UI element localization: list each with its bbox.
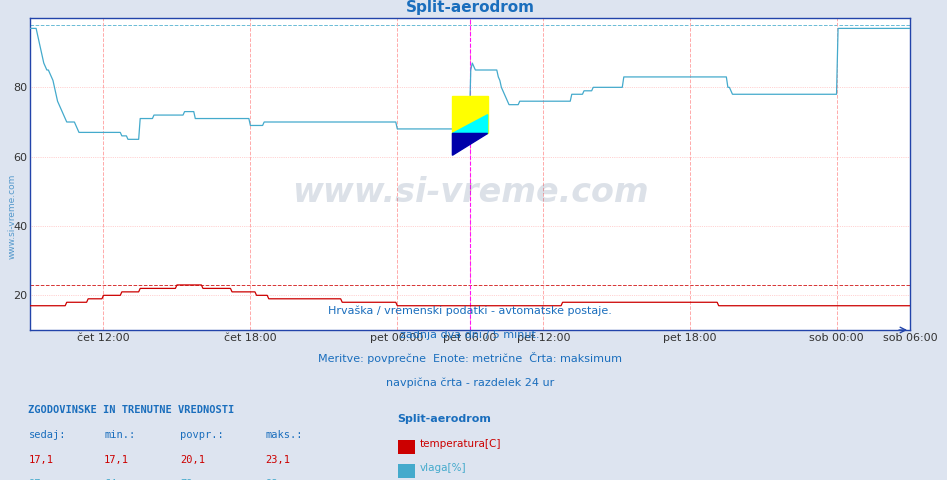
Text: 17,1: 17,1 (28, 455, 53, 465)
Title: Split-aerodrom: Split-aerodrom (405, 0, 534, 15)
Polygon shape (453, 133, 488, 155)
Text: www.si-vreme.com: www.si-vreme.com (292, 176, 649, 209)
Text: navpična črta - razdelek 24 ur: navpična črta - razdelek 24 ur (385, 378, 554, 388)
Text: 98: 98 (265, 479, 277, 480)
Text: min.:: min.: (104, 430, 135, 440)
Text: Hrvaška / vremenski podatki - avtomatske postaje.: Hrvaška / vremenski podatki - avtomatske… (328, 306, 612, 316)
Text: sedaj:: sedaj: (28, 430, 66, 440)
Text: www.si-vreme.com: www.si-vreme.com (8, 173, 17, 259)
Text: ZGODOVINSKE IN TRENUTNE VREDNOSTI: ZGODOVINSKE IN TRENUTNE VREDNOSTI (28, 405, 235, 415)
Bar (453, 96, 488, 133)
Text: 97: 97 (28, 479, 41, 480)
Text: 79: 79 (180, 479, 192, 480)
Text: temperatura[C]: temperatura[C] (420, 439, 501, 449)
Text: Meritve: povprečne  Enote: metrične  Črta: maksimum: Meritve: povprečne Enote: metrične Črta:… (318, 352, 622, 364)
Text: Split-aerodrom: Split-aerodrom (398, 414, 491, 424)
Text: 23,1: 23,1 (265, 455, 290, 465)
Polygon shape (453, 115, 488, 133)
Text: 20,1: 20,1 (180, 455, 205, 465)
Text: 64: 64 (104, 479, 116, 480)
Text: maks.:: maks.: (265, 430, 303, 440)
Text: 17,1: 17,1 (104, 455, 129, 465)
Text: zadnja dva dni / 5 minut.: zadnja dva dni / 5 minut. (401, 330, 540, 340)
Text: vlaga[%]: vlaga[%] (420, 463, 466, 473)
Text: povpr.:: povpr.: (180, 430, 223, 440)
